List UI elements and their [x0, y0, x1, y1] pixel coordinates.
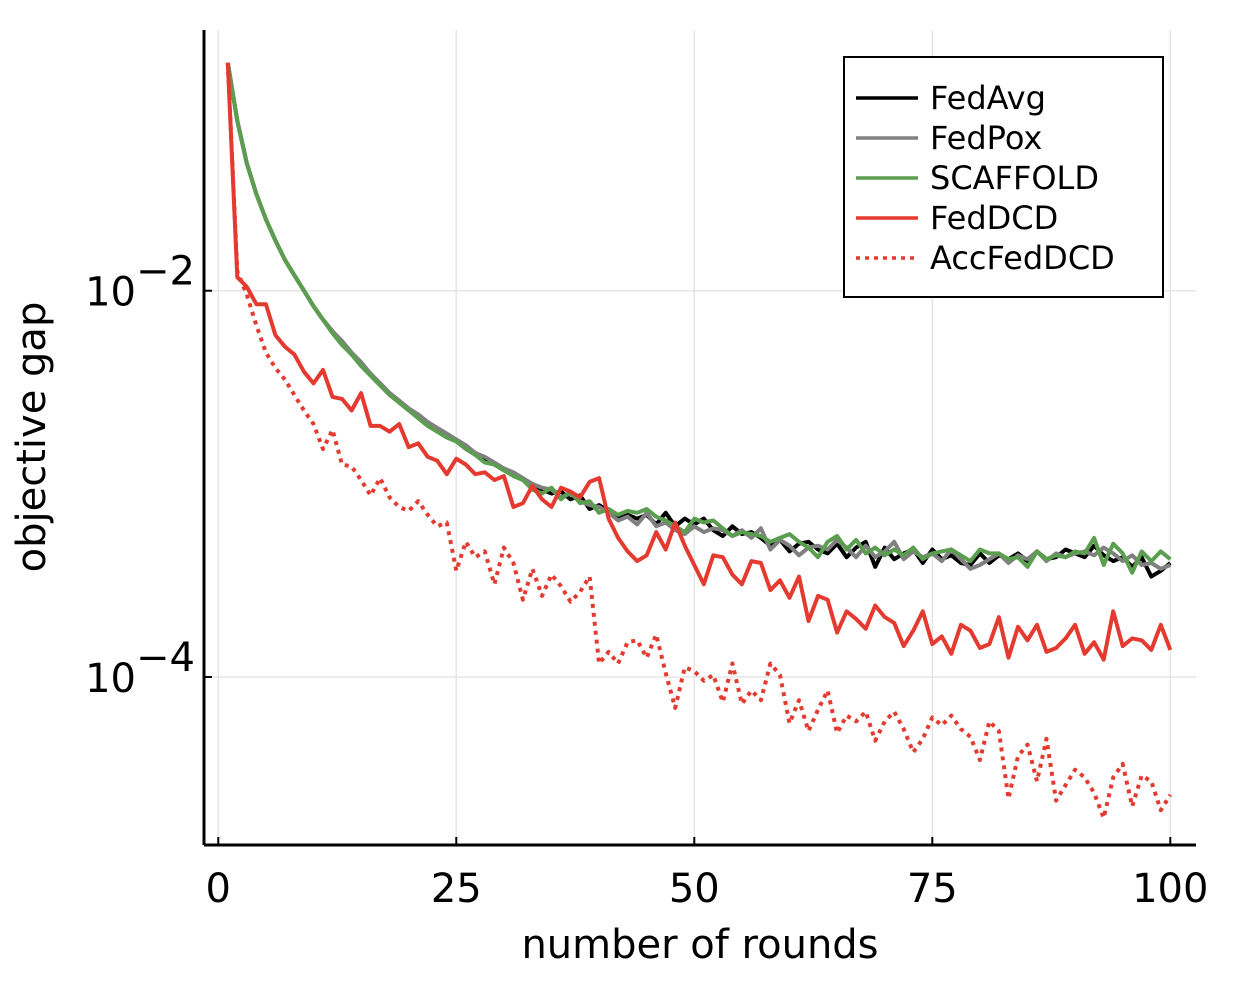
- y-tick-exponent: −2: [136, 249, 195, 295]
- legend-label-fedpox: FedPox: [930, 119, 1042, 157]
- x-tick-label: 100: [1132, 866, 1208, 912]
- legend-label-scaffold: SCAFFOLD: [930, 159, 1099, 197]
- x-tick-label: 25: [431, 866, 482, 912]
- x-tick-label: 0: [206, 866, 231, 912]
- y-tick-exponent: −4: [136, 635, 195, 681]
- series-layer: [225, 62, 1173, 820]
- series-line-accfeddcd: [225, 62, 1173, 820]
- x-axis-title: number of rounds: [521, 922, 878, 968]
- legend-label-fedavg: FedAvg: [930, 79, 1046, 117]
- series-line-scaffold: [225, 62, 1172, 575]
- x-tick-label: 50: [669, 866, 720, 912]
- series-line-feddcd: [225, 62, 1173, 662]
- y-axis-title: objective gap: [9, 302, 55, 573]
- y-tick-label: 10: [85, 656, 136, 702]
- legend-label-accfeddcd: AccFedDCD: [930, 239, 1115, 277]
- legend-label-feddcd: FedDCD: [930, 199, 1058, 237]
- axes: [202, 30, 1196, 847]
- x-tick-label: 75: [907, 866, 958, 912]
- y-tick-label: 10: [85, 270, 136, 316]
